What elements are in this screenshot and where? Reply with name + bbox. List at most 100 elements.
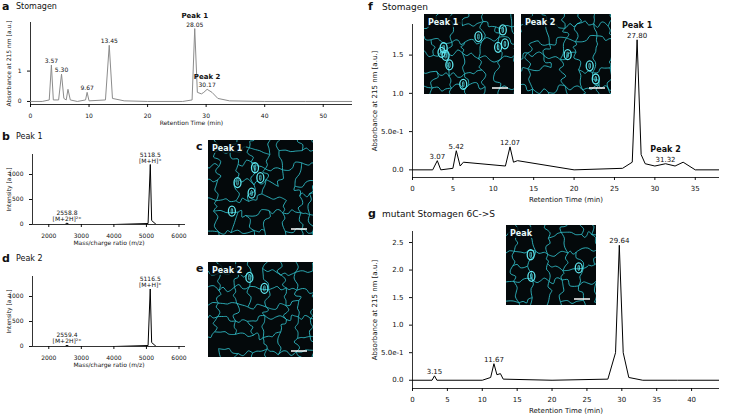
html-text:Stomagen: Stomagen [16,2,57,11]
svg-text:2000: 2000 [41,354,56,361]
svg-text:35: 35 [691,185,700,193]
svg-text:1.0: 1.0 [392,321,403,329]
html-text:g: g [368,207,376,220]
svg-text:500: 500 [12,317,24,324]
svg-text:0: 0 [410,396,414,404]
svg-text:4000: 4000 [106,353,122,361]
svg-text:1000: 1000 [8,170,24,178]
svg-text:20: 20 [548,396,557,404]
svg-text:2.5: 2.5 [392,239,403,247]
svg-text:30: 30 [617,396,626,404]
svg-text:3.57: 3.57 [45,57,59,64]
svg-text:3000: 3000 [73,353,89,361]
svg-text:5118.5[M+H]⁺: 5118.5[M+H]⁺ [139,151,162,164]
svg-text:40: 40 [261,112,269,119]
html-text:Peak 2: Peak 2 [16,254,43,263]
svg-text:29.64: 29.64 [609,237,630,245]
svg-text:Peak 1: Peak 1 [622,21,653,30]
svg-text:10: 10 [478,396,487,404]
svg-text:500: 500 [12,195,24,202]
svg-text:30: 30 [202,111,210,119]
svg-text:1.0: 1.0 [392,90,403,98]
html-text:Peak 1: Peak 1 [16,132,43,141]
svg-text:0: 0 [410,185,414,193]
svg-text:3000: 3000 [73,231,89,239]
svg-text:Absorbance at 215 nm [a.u.]: Absorbance at 215 nm [a.u.] [371,259,379,360]
svg-text:3.07: 3.07 [430,153,446,161]
svg-text:Retention Time (min): Retention Time (min) [529,407,603,415]
svg-text:Retention Time (min): Retention Time (min) [529,196,603,204]
svg-text:5: 5 [451,185,455,193]
html-text:f: f [368,0,373,13]
svg-text:0: 0 [20,220,24,227]
svg-text:Intensity [a.u.]: Intensity [a.u.] [5,290,13,334]
svg-text:1.5: 1.5 [392,294,403,302]
html-text:e: e [196,262,204,275]
svg-text:0.0: 0.0 [392,166,403,174]
svg-text:1000: 1000 [8,292,24,300]
svg-text:31.32: 31.32 [656,156,676,164]
svg-text:9.67: 9.67 [80,84,94,91]
html-text:mutant Stomagen 6C->S: mutant Stomagen 6C->S [382,209,495,219]
svg-text:15: 15 [529,185,538,193]
svg-text:25: 25 [582,396,591,404]
svg-text:Peak 2: Peak 2 [650,145,680,154]
svg-text:5.0e-1: 5.0e-1 [381,349,403,357]
svg-text:30.17: 30.17 [199,81,216,88]
svg-text:5.0e-1: 5.0e-1 [381,128,403,136]
svg-text:5.30: 5.30 [55,66,69,73]
svg-text:35: 35 [652,396,661,404]
svg-text:50: 50 [319,112,327,119]
svg-text:20: 20 [144,112,152,119]
svg-text:6000: 6000 [171,232,186,239]
svg-text:5: 5 [445,396,449,404]
svg-text:12.07: 12.07 [500,139,520,147]
svg-text:Peak 2: Peak 2 [194,73,221,81]
svg-text:4000: 4000 [106,231,122,239]
svg-text:5000: 5000 [138,353,155,361]
svg-text:30: 30 [650,185,659,193]
svg-text:5000: 5000 [138,231,155,239]
svg-text:1.5: 1.5 [392,51,403,59]
html-text:c: c [196,140,203,153]
svg-text:27.80: 27.80 [627,32,647,40]
html-text:Stomagen: Stomagen [382,2,428,12]
svg-text:Retention Time (min): Retention Time (min) [160,119,223,126]
svg-text:2558.8[M+2H]²⁺: 2558.8[M+2H]²⁺ [53,209,82,222]
svg-text:2559.4[M+2H]²⁺: 2559.4[M+2H]²⁺ [53,331,82,344]
svg-text:Absorbance at 215 nm [a.u.]: Absorbance at 215 nm [a.u.] [371,50,379,151]
svg-text:1: 1 [18,67,22,74]
svg-text:0.0: 0.0 [392,376,403,384]
svg-text:40: 40 [687,396,696,404]
svg-text:3.15: 3.15 [427,368,443,376]
svg-text:Peak 1: Peak 1 [428,18,459,27]
svg-text:Peak: Peak [510,229,533,238]
svg-text:10: 10 [489,185,498,193]
svg-text:25: 25 [610,185,619,193]
html-text:a: a [2,0,10,13]
svg-text:0: 0 [20,342,24,349]
svg-text:28.05: 28.05 [186,21,203,28]
svg-text:Peak 1: Peak 1 [212,144,243,153]
svg-text:6000: 6000 [171,354,186,361]
svg-text:Mass/charge ratio (m/z): Mass/charge ratio (m/z) [73,361,144,369]
svg-text:13.45: 13.45 [101,37,118,44]
svg-text:Peak 2: Peak 2 [212,266,242,275]
svg-text:2000: 2000 [41,232,56,239]
svg-text:0: 0 [29,112,33,119]
svg-text:11.67: 11.67 [484,356,504,364]
svg-text:5116.5[M+H]⁺: 5116.5[M+H]⁺ [139,275,162,288]
svg-text:10: 10 [85,112,93,119]
svg-text:0: 0 [18,97,22,104]
html-text:d: d [2,252,10,265]
svg-text:20: 20 [570,185,579,193]
svg-text:Peak 1: Peak 1 [181,12,208,20]
svg-text:Intensity [a.u.]: Intensity [a.u.] [5,168,13,212]
svg-text:15: 15 [513,396,522,404]
svg-text:5.42: 5.42 [448,143,464,151]
svg-text:Mass/charge ratio (m/z): Mass/charge ratio (m/z) [73,239,144,247]
svg-text:2.0: 2.0 [392,266,403,274]
svg-text:Absorbance at 215 nm [a.u.]: Absorbance at 215 nm [a.u.] [5,20,12,106]
svg-text:Peak 2: Peak 2 [525,18,555,27]
html-text:b: b [2,130,10,143]
